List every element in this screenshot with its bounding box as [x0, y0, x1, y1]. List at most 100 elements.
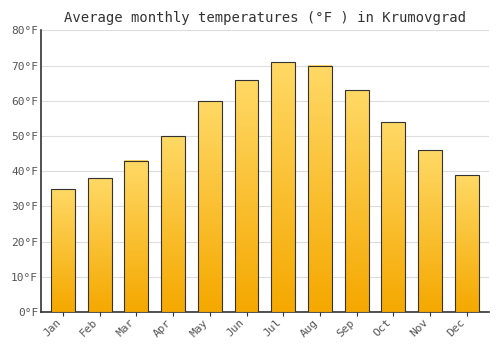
Bar	[51, 220, 75, 222]
Bar	[161, 153, 185, 154]
Bar	[198, 251, 222, 252]
Bar	[161, 190, 185, 191]
Bar	[88, 264, 112, 265]
Bar	[124, 167, 148, 168]
Bar	[308, 165, 332, 167]
Bar	[455, 194, 479, 195]
Bar	[272, 191, 295, 192]
Bar	[455, 205, 479, 206]
Bar	[308, 289, 332, 291]
Bar	[382, 228, 406, 229]
Bar	[272, 72, 295, 74]
Bar	[308, 175, 332, 176]
Bar	[198, 156, 222, 158]
Bar	[272, 247, 295, 248]
Bar	[382, 154, 406, 155]
Bar	[272, 188, 295, 190]
Bar	[272, 164, 295, 166]
Bar	[161, 210, 185, 211]
Bar	[308, 170, 332, 172]
Bar	[124, 261, 148, 262]
Bar	[418, 168, 442, 169]
Bar	[308, 66, 332, 312]
Bar	[418, 266, 442, 267]
Bar	[272, 283, 295, 285]
Bar	[272, 303, 295, 304]
Bar	[272, 82, 295, 83]
Bar	[198, 286, 222, 288]
Bar	[234, 275, 258, 276]
Bar	[418, 207, 442, 208]
Bar	[345, 114, 368, 116]
Bar	[161, 152, 185, 153]
Bar	[51, 269, 75, 270]
Bar	[88, 203, 112, 204]
Bar	[198, 278, 222, 279]
Bar	[272, 229, 295, 231]
Bar	[234, 306, 258, 307]
Bar	[88, 224, 112, 225]
Bar	[124, 239, 148, 240]
Bar	[418, 185, 442, 186]
Bar	[124, 191, 148, 193]
Bar	[455, 243, 479, 244]
Bar	[272, 192, 295, 193]
Bar	[198, 186, 222, 187]
Bar	[418, 273, 442, 274]
Bar	[198, 180, 222, 181]
Bar	[272, 126, 295, 127]
Bar	[418, 181, 442, 182]
Bar	[161, 192, 185, 193]
Bar	[124, 249, 148, 250]
Bar	[198, 302, 222, 303]
Bar	[161, 262, 185, 264]
Bar	[234, 92, 258, 94]
Bar	[272, 157, 295, 158]
Bar	[198, 190, 222, 191]
Bar	[455, 191, 479, 192]
Bar	[88, 230, 112, 231]
Bar	[161, 254, 185, 255]
Bar	[382, 225, 406, 226]
Bar	[124, 194, 148, 195]
Bar	[418, 259, 442, 260]
Bar	[418, 183, 442, 184]
Bar	[308, 248, 332, 249]
Bar	[51, 274, 75, 275]
Bar	[455, 197, 479, 198]
Bar	[88, 293, 112, 294]
Bar	[418, 295, 442, 296]
Bar	[382, 161, 406, 162]
Bar	[234, 89, 258, 90]
Bar	[161, 224, 185, 225]
Bar	[51, 273, 75, 274]
Bar	[161, 174, 185, 175]
Bar	[51, 290, 75, 291]
Bar	[272, 222, 295, 223]
Bar	[161, 248, 185, 250]
Bar	[51, 205, 75, 206]
Bar	[234, 162, 258, 163]
Bar	[272, 147, 295, 148]
Bar	[382, 259, 406, 261]
Bar	[455, 181, 479, 182]
Bar	[51, 189, 75, 190]
Bar	[272, 193, 295, 195]
Bar	[88, 192, 112, 193]
Bar	[198, 135, 222, 137]
Bar	[308, 285, 332, 286]
Bar	[418, 270, 442, 271]
Bar	[455, 198, 479, 199]
Bar	[234, 299, 258, 300]
Bar	[272, 183, 295, 184]
Bar	[345, 250, 368, 251]
Bar	[198, 242, 222, 243]
Bar	[308, 118, 332, 120]
Bar	[234, 254, 258, 255]
Bar	[345, 133, 368, 135]
Bar	[455, 288, 479, 289]
Bar	[161, 274, 185, 275]
Bar	[124, 268, 148, 269]
Bar	[272, 174, 295, 176]
Bar	[124, 262, 148, 264]
